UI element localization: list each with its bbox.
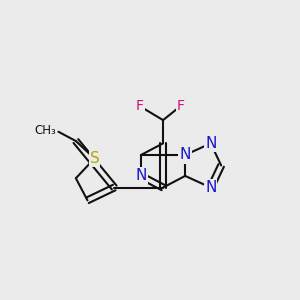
Text: CH₃: CH₃	[34, 124, 56, 137]
Text: S: S	[90, 151, 99, 166]
Text: N: N	[205, 180, 216, 195]
Text: N: N	[135, 168, 147, 183]
Text: N: N	[205, 136, 216, 151]
Text: F: F	[136, 99, 144, 113]
Text: N: N	[179, 148, 191, 163]
Text: F: F	[176, 99, 184, 113]
